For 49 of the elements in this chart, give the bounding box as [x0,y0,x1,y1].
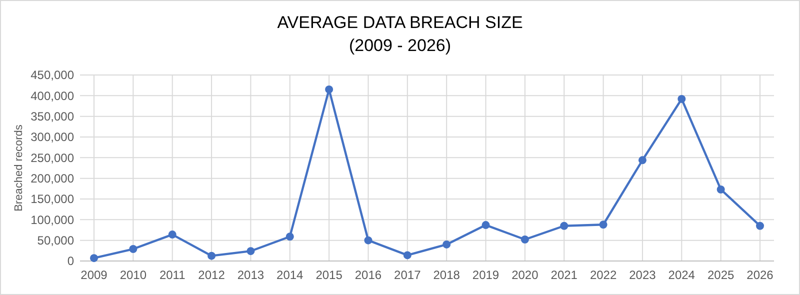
x-tick-label: 2017 [394,268,422,282]
x-tick-label: 2026 [746,268,774,282]
x-tick-label: 2009 [80,268,108,282]
y-tick-label: 100,000 [30,212,74,227]
x-tick-label: 2023 [629,268,656,282]
x-tick-label: 2020 [512,268,539,282]
point [599,220,608,229]
x-tick-label: 2010 [120,268,147,282]
x-tick-label: 2018 [433,268,460,282]
point [246,247,255,256]
x-tick-label: 2015 [316,268,343,282]
point [560,222,568,230]
y-tick-label: 50,000 [37,234,74,248]
x-tick-label: 2022 [590,268,617,282]
y-tick-label: 300,000 [30,130,74,144]
point [678,94,686,103]
y-tick-label: 250,000 [30,150,74,165]
y-tick-label: 150,000 [30,192,74,206]
x-tick-label: 2024 [668,268,696,282]
y-tick-label: 450,000 [30,68,74,82]
chart-title: AVERAGE DATA BREACH SIZE [277,13,523,32]
point [482,221,490,230]
y-axis-title: Breached records [13,124,25,212]
x-tick-label: 2012 [198,268,226,282]
x-tick-label: 2011 [159,268,186,282]
point [168,230,176,239]
point [403,251,412,260]
point [520,236,529,244]
x-tick-label: 2021 [550,268,578,282]
point [325,85,334,94]
x-tick-label: 2019 [472,268,500,282]
point [364,236,372,244]
point [442,240,451,248]
chart-subtitle: (2009 - 2026) [348,36,452,55]
point [208,252,216,260]
point [716,185,725,194]
x-tick-label: 2025 [707,268,734,282]
y-tick-label: 350,000 [30,110,74,124]
x-tick-label: 2013 [237,268,264,282]
y-tick-label: 200,000 [30,172,74,186]
point [638,156,646,164]
point [286,232,294,241]
point [756,222,764,230]
x-tick-label: 2016 [354,268,382,282]
point [90,254,98,262]
x-tick-label: 2014 [276,268,304,282]
point [129,245,138,254]
y-tick-label: 0 [67,254,74,268]
y-tick-label: 400,000 [30,88,74,103]
